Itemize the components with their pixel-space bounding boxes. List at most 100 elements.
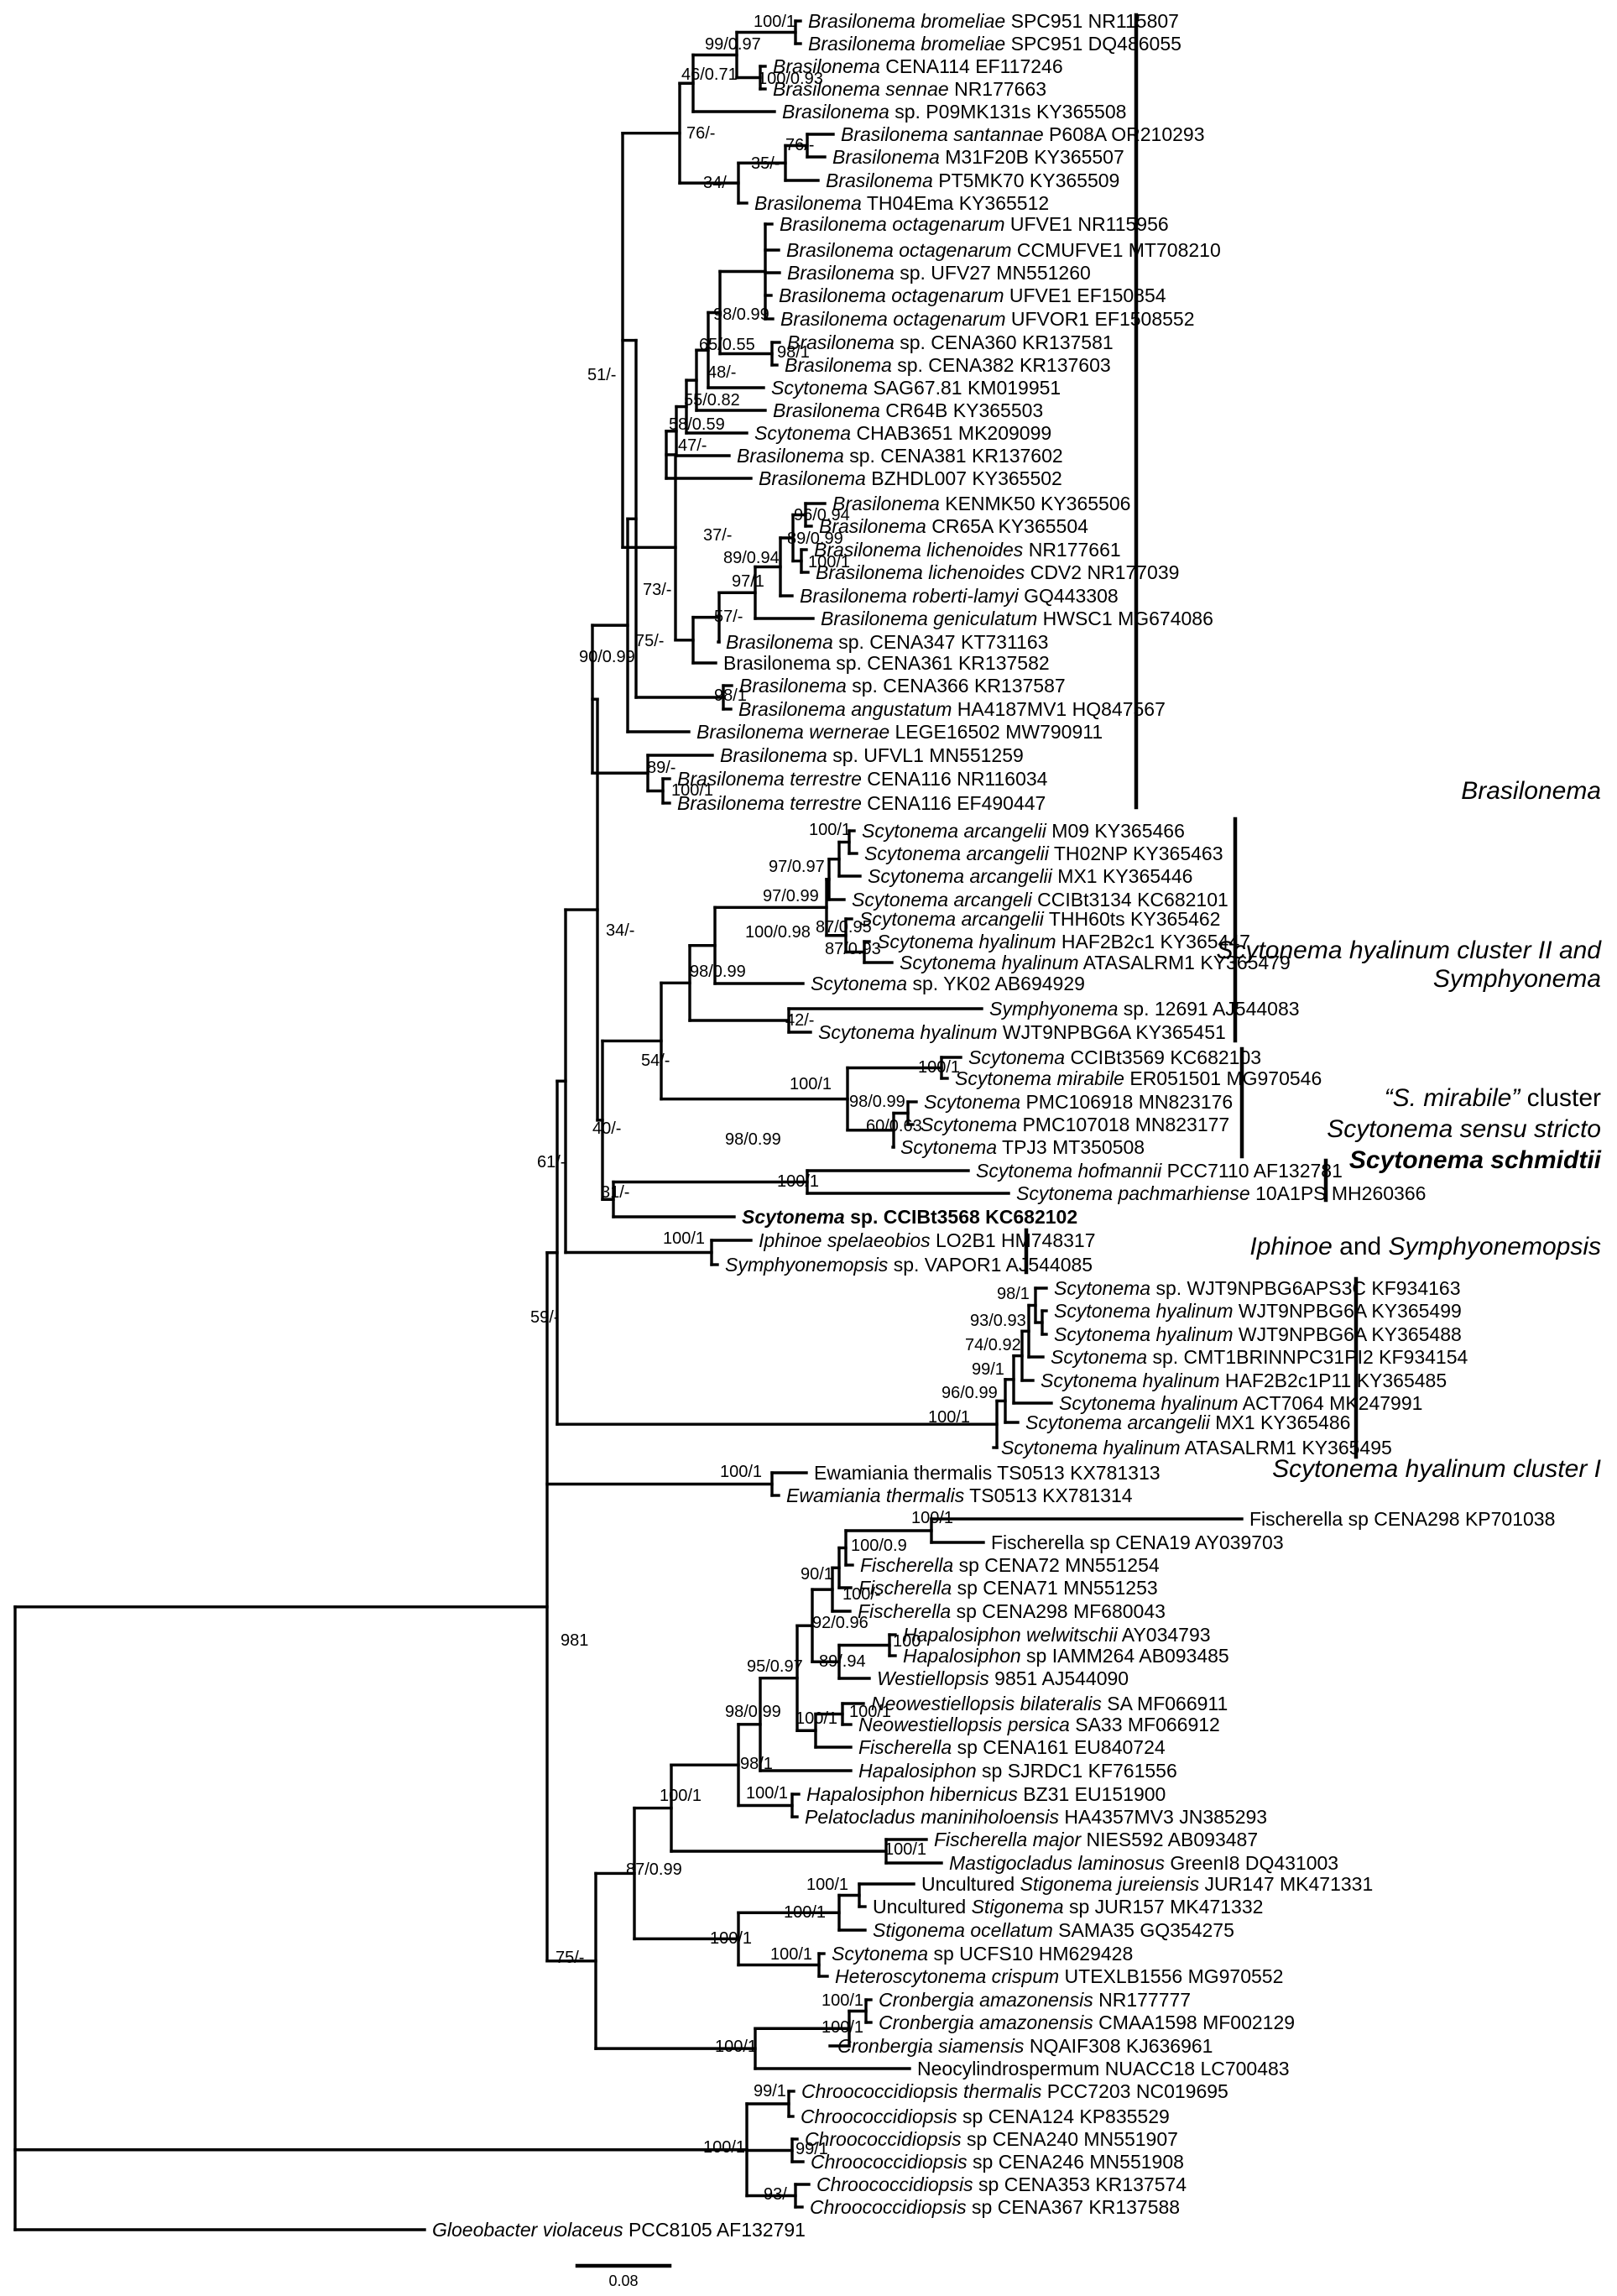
taxon-label: Scytonema hyalinum ATASALRM1 KY365479	[900, 952, 1291, 973]
taxon-label: Stigonema ocellatum SAMA35 GQ354275	[873, 1919, 1234, 1941]
support-value-label: 98/1	[777, 343, 810, 362]
support-value-label: 40/-	[592, 1119, 621, 1138]
support-value-label: 100/1	[911, 1509, 953, 1527]
taxon-label: Scytonema sp. WJT9NPBG6APS3C KF934163	[1054, 1277, 1461, 1299]
taxon-label: Scytonema hyalinum HAF2B2c1P11 KY365485	[1041, 1370, 1447, 1391]
support-value-label: 95/0.97	[747, 1657, 803, 1676]
taxon-label: Brasilonema sp. CENA361 KR137582	[723, 652, 1050, 674]
taxon-label: Brasilonema sp. UFVL1 MN551259	[720, 744, 1024, 766]
taxon-label: Brasilonema santannae P608A OR210293	[841, 123, 1205, 145]
taxon-label: Brasilonema CENA114 EF117246	[773, 55, 1063, 77]
support-value-label: 100/1	[822, 1991, 863, 2010]
support-value-label: 97/0.99	[763, 887, 819, 905]
taxon-label: Scytonema sp. YK02 AB694929	[811, 973, 1085, 994]
taxon-label: Brasilonema bromeliae SPC951 NR115807	[808, 10, 1179, 32]
support-value-label: 100/1	[720, 1463, 762, 1481]
taxon-label: Brasilonema lichenoides NR177661	[814, 539, 1121, 561]
support-value-label: 100/1	[806, 1876, 848, 1894]
cluster-label: Scytonema schmidtii	[1349, 1146, 1602, 1174]
cluster-label: Scytonema hyalinum cluster I	[1272, 1455, 1601, 1483]
taxon-label: Brasilonema TH04Ema KY365512	[754, 192, 1049, 214]
taxon-label: Hapalosiphon welwitschii AY034793	[903, 1624, 1211, 1646]
taxon-label: Scytonema hyalinum HAF2B2c1 KY365447	[877, 931, 1250, 952]
taxon-label: Brasilonema KENMK50 KY365506	[832, 493, 1130, 514]
taxon-label: Brasilonema sp. CENA381 KR137602	[737, 445, 1063, 467]
support-value-label: 100/1	[770, 1945, 812, 1964]
taxon-label: Scytonema sp. CMT1BRINNPC31PI2 KF934154	[1051, 1346, 1468, 1368]
taxon-label: Brasilonema bromeliae SPC951 DQ486055	[808, 33, 1181, 55]
taxon-label: Scytonema CHAB3651 MK209099	[754, 422, 1051, 444]
taxon-label: Scytonema PMC107018 MN823177	[921, 1114, 1229, 1135]
support-value-label: 100/1	[884, 1840, 926, 1859]
support-value-label: 34/-	[703, 174, 732, 192]
support-value-label: 99/1	[754, 2082, 786, 2100]
taxon-label: Brasilonema sp. CENA347 KT731163	[726, 631, 1048, 653]
support-value-label: 100/1	[809, 821, 851, 839]
support-value-label: 37/-	[703, 526, 732, 545]
support-value-label: 89/0.99	[787, 530, 843, 548]
support-value-label: 100/1	[795, 1709, 837, 1728]
support-value-label: 65/0.55	[699, 336, 755, 354]
taxon-label: Scytonema PMC106918 MN823176	[924, 1091, 1233, 1113]
taxon-label: Scytonema hyalinum WJT9NPBG6A KY365499	[1054, 1300, 1462, 1322]
taxon-label: Chroococcidiopsis sp CENA240 MN551907	[805, 2128, 1178, 2150]
support-value-label: 92/0.96	[812, 1614, 868, 1632]
taxon-label: Scytonema CCIBt3569 KC682103	[968, 1046, 1261, 1068]
taxon-label: Brasilonema BZHDL007 KY365502	[759, 467, 1062, 489]
taxon-label: Brasilonema sp. CENA382 KR137603	[785, 354, 1111, 376]
support-value-label: 98/1	[740, 1755, 773, 1773]
support-value-label: 99/1	[795, 2140, 828, 2158]
cluster-label: Scytonema hyalinum cluster II and	[1216, 937, 1602, 964]
taxon-label: Neocylindrospermum NUACC18 LC700483	[917, 2058, 1290, 2079]
taxon-label: Mastigocladus laminosus GreenI8 DQ431003	[949, 1852, 1338, 1874]
taxon-label: Brasilonema CR65A KY365504	[819, 515, 1088, 537]
support-value-label: 89/.94	[819, 1652, 866, 1671]
support-value-label: 100/1	[663, 1229, 705, 1248]
support-value-label: 51/-	[587, 366, 616, 384]
taxon-label: Brasilonema octagenarum CCMUFVE1 MT70821…	[786, 239, 1221, 261]
support-value-label: 48/-	[707, 363, 736, 382]
taxon-label: Fischerella sp CENA161 EU840724	[858, 1736, 1166, 1758]
taxon-label: Scytonema arcangelii M09 KY365466	[862, 820, 1185, 842]
support-value-label: 100/1	[928, 1408, 970, 1427]
taxon-label: Scytonema arcangeli CCIBt3134 KC682101	[852, 889, 1228, 911]
taxon-label: Neowestiellopsis persica SA33 MF066912	[858, 1714, 1220, 1735]
support-value-label: 89/0.94	[723, 549, 780, 567]
taxon-label: Cronbergia amazonensis CMAA1598 MF002129	[879, 2012, 1295, 2033]
taxon-label: Brasilonema sp. CENA360 KR137581	[787, 331, 1114, 353]
support-value-label: 74/0.92	[965, 1336, 1021, 1354]
support-value-label: 100/1	[746, 1784, 788, 1803]
taxon-label: Scytonema mirabile ER051501 MG970546	[955, 1067, 1322, 1089]
support-value-label: 100/1	[671, 781, 713, 800]
taxon-label: Uncultured Stigonema jureiensis JUR147 M…	[921, 1873, 1373, 1895]
support-value-label: 98/0.99	[725, 1703, 781, 1721]
taxon-label: Neowestiellopsis bilateralis SA MF066911	[871, 1693, 1228, 1714]
support-value-label: 46/0.71	[681, 65, 738, 84]
support-value-label: 98/1	[714, 686, 747, 705]
taxon-label: Fischerella sp CENA71 MN551253	[858, 1577, 1158, 1599]
taxon-label: Brasilonema lichenoides CDV2 NR177039	[816, 561, 1179, 583]
taxon-label: Hapalosiphon sp SJRDC1 KF761556	[858, 1760, 1177, 1782]
cluster-label: Brasilonema	[1461, 777, 1601, 805]
taxon-label: Brasilonema sp. P09MK131s KY365508	[782, 101, 1126, 123]
support-value-label: 99/0.97	[705, 35, 761, 54]
support-value-label: 99/1	[972, 1360, 1004, 1379]
taxon-label: Chroococcidiopsis sp CENA367 KR137588	[810, 2196, 1180, 2218]
support-value-label: 97/1	[732, 572, 764, 591]
taxon-label: Fischerella sp CENA19 AY039703	[991, 1532, 1284, 1553]
cluster-label: Scytonema sensu stricto	[1327, 1115, 1601, 1143]
support-value-label: 75/-	[556, 1949, 584, 1967]
support-value-label: 90/0.99	[579, 648, 635, 666]
support-value-label: 93/0.93	[970, 1312, 1026, 1330]
taxon-label: Brasilonema octagenarum UFVE1 EF150854	[779, 284, 1166, 306]
scale-bar-label: 0.08	[608, 2273, 638, 2289]
taxon-label: Scytonema TPJ3 MT350508	[900, 1136, 1145, 1158]
taxon-label: Chroococcidiopsis thermalis PCC7203 NC01…	[801, 2080, 1228, 2102]
support-value-label: 100/0.93	[758, 70, 823, 88]
support-value-label: 100/0.9	[851, 1537, 907, 1555]
support-value-label: 54/-	[641, 1051, 670, 1070]
support-value-label: 87/0.93	[825, 940, 881, 958]
support-value-label: 98/0.99	[690, 963, 746, 981]
taxon-label: Gloeobacter violaceus PCC8105 AF132791	[432, 2219, 806, 2241]
